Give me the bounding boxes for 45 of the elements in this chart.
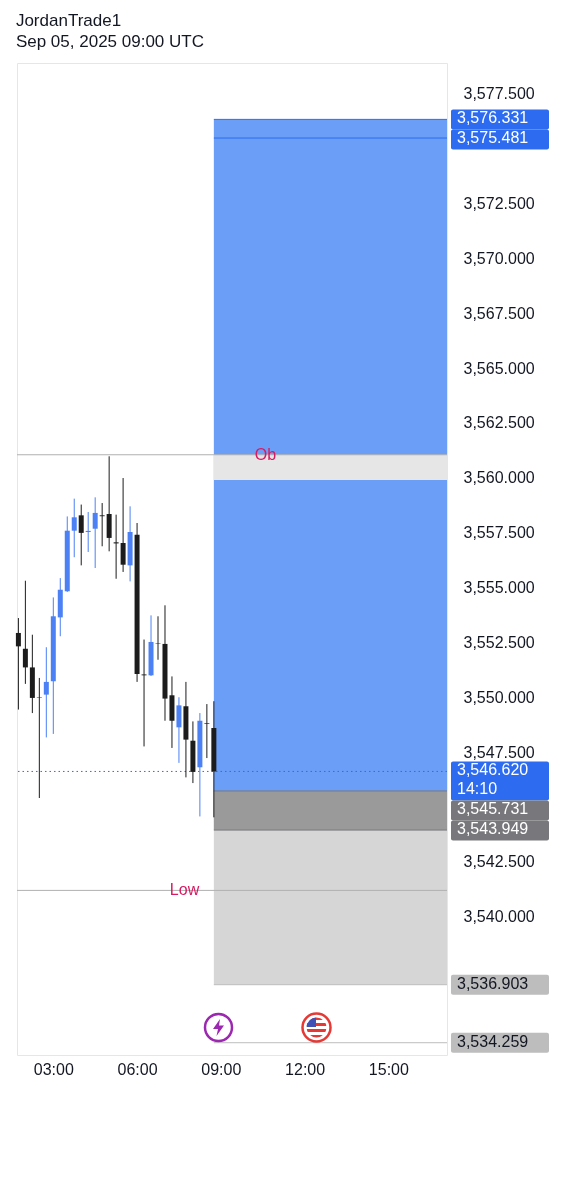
y-tick-label: 3,547.500 bbox=[463, 743, 535, 761]
y-tick-label: 3,542.500 bbox=[463, 853, 535, 871]
ref-line-label: 3,575.481 bbox=[457, 129, 529, 147]
y-tick-label: 3,552.500 bbox=[463, 633, 535, 651]
candlestick bbox=[43, 646, 49, 738]
candlestick bbox=[99, 502, 105, 547]
candlestick bbox=[78, 504, 84, 566]
candlestick bbox=[113, 514, 119, 580]
candlestick bbox=[204, 703, 210, 759]
x-tick-label: 03:00 bbox=[33, 1060, 74, 1078]
chart-title: JordanTrade1 bbox=[15, 11, 122, 30]
y-tick-label: 3,567.500 bbox=[463, 304, 535, 322]
y-tick-label: 3,562.500 bbox=[463, 414, 535, 432]
chart-subtitle: Sep 05, 2025 09:00 UTC bbox=[15, 32, 204, 51]
ref-line-label: 3,543.949 bbox=[457, 820, 529, 838]
candlestick bbox=[15, 617, 21, 711]
y-tick-label: 3,570.000 bbox=[463, 249, 535, 267]
candlestick bbox=[71, 498, 77, 558]
x-tick-label: 06:00 bbox=[117, 1060, 158, 1078]
x-tick-label: 09:00 bbox=[201, 1060, 242, 1078]
ref-line-label: 3,545.731 bbox=[457, 800, 529, 818]
candlestick bbox=[176, 696, 182, 764]
y-tick-label: 3,557.500 bbox=[463, 524, 535, 542]
y-tick-label: 3,550.000 bbox=[463, 688, 535, 706]
candlestick bbox=[85, 511, 91, 553]
y-tick-label: 3,555.000 bbox=[463, 579, 535, 597]
ref-line-label: 3,536.903 bbox=[457, 974, 529, 992]
y-tick-label: 3,577.500 bbox=[463, 85, 535, 103]
x-tick-label: 15:00 bbox=[368, 1060, 409, 1078]
x-tick-label: 12:00 bbox=[285, 1060, 326, 1078]
y-tick-label: 3,540.000 bbox=[463, 908, 535, 926]
ref-line-label: 3,576.331 bbox=[457, 109, 529, 127]
y-tick-label: 3,560.000 bbox=[463, 469, 535, 487]
candlestick bbox=[36, 677, 42, 799]
y-tick-label: 3,565.000 bbox=[463, 359, 535, 377]
annotation: Low bbox=[169, 881, 200, 899]
candlestick bbox=[120, 477, 126, 573]
candlestick bbox=[141, 639, 147, 747]
ref-line-label: 3,534.259 bbox=[457, 1032, 529, 1050]
y-tick-label: 3,572.500 bbox=[463, 194, 535, 212]
candlestick bbox=[92, 496, 98, 569]
annotation: Ob bbox=[254, 445, 277, 463]
ref-line-label: 3,546.620 14:10 bbox=[457, 761, 529, 798]
candlestick bbox=[106, 455, 112, 552]
candlestick bbox=[22, 580, 28, 685]
